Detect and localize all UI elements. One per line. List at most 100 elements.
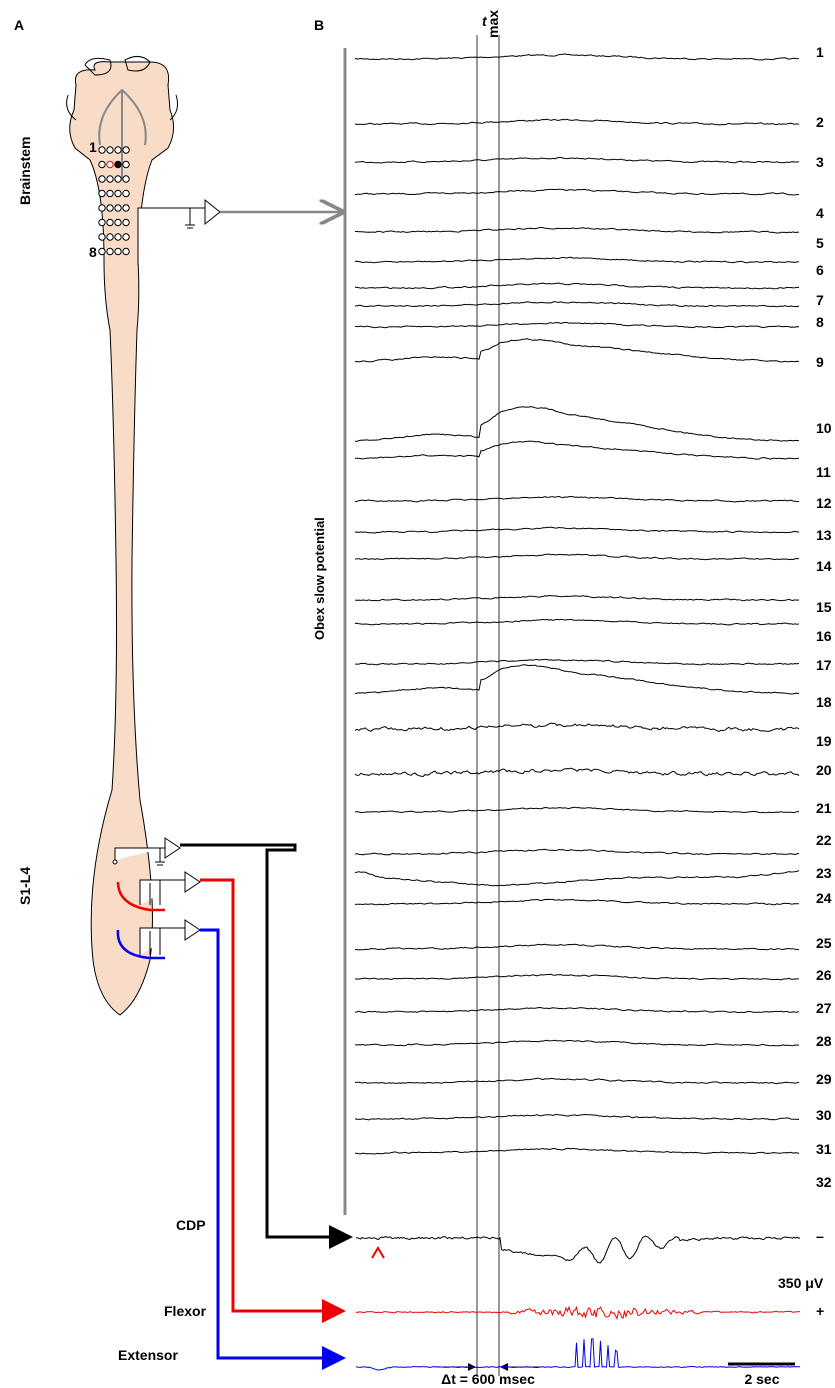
trace-label: 24 <box>816 890 832 906</box>
electrode <box>122 233 130 241</box>
electrode <box>114 175 122 183</box>
trace-label: 25 <box>816 935 832 951</box>
trace <box>355 1338 800 1371</box>
electrode <box>106 204 114 212</box>
trace-label: 30 <box>816 1107 832 1123</box>
trace-label: 28 <box>816 1033 832 1049</box>
electrode <box>106 160 114 169</box>
trace-label: 20 <box>816 762 832 778</box>
trace-label: 22 <box>816 832 832 848</box>
electrode <box>122 160 130 169</box>
electrode <box>106 247 114 256</box>
electrode-label: 8 <box>89 244 97 260</box>
polarity-label: + <box>816 1303 824 1319</box>
electrode <box>98 175 106 183</box>
electrode <box>114 233 122 241</box>
electrode <box>114 189 122 198</box>
trace-label: 9 <box>816 354 824 370</box>
trace <box>354 118 800 126</box>
trace-label: 31 <box>816 1141 832 1157</box>
trace <box>354 1113 800 1121</box>
electrode <box>106 146 114 154</box>
trace-label: 19 <box>816 733 832 749</box>
electrode <box>98 247 106 256</box>
trace <box>354 1039 799 1047</box>
trace-label: 10 <box>816 420 832 436</box>
electrode <box>106 175 114 183</box>
trace <box>354 156 799 164</box>
trace <box>355 658 800 666</box>
electrode <box>122 218 130 227</box>
trace-label: 7 <box>816 292 824 308</box>
axis-label: Obex slow potential <box>312 517 327 640</box>
trace <box>354 1077 800 1085</box>
trace-label: 3 <box>816 154 824 170</box>
brainstem-detail <box>98 88 147 180</box>
trace-label: 11 <box>816 464 831 480</box>
trace-label: 5 <box>816 235 824 251</box>
extensor-arrow <box>200 928 346 1370</box>
trace-label: 26 <box>816 967 832 983</box>
traces: 1234567891011121314151617181920212223242… <box>354 44 832 1371</box>
electrode <box>98 160 106 169</box>
trace-label: 13 <box>816 527 832 543</box>
trace <box>354 495 800 503</box>
trace <box>354 767 800 778</box>
trace <box>355 226 800 234</box>
trace <box>354 870 800 887</box>
trace <box>354 440 800 460</box>
trace-label: 18 <box>816 694 832 710</box>
trace-label: 15 <box>816 599 832 615</box>
channel-label: Flexor <box>164 1303 207 1319</box>
electrode <box>122 175 130 183</box>
panel-label: B <box>314 17 324 33</box>
trace-label: 16 <box>816 628 832 644</box>
cdp-arrow <box>180 843 353 1249</box>
electrode <box>114 160 122 169</box>
trace-label: 27 <box>816 1000 832 1016</box>
trace <box>354 664 800 695</box>
trace <box>354 526 800 534</box>
polarity-label: – <box>816 1228 824 1244</box>
electrode-label: 1 <box>89 139 97 155</box>
trace <box>354 300 800 308</box>
trace-label: 8 <box>816 314 824 330</box>
trace <box>354 806 800 814</box>
trace <box>355 1305 801 1321</box>
electrode <box>98 189 106 198</box>
trace <box>355 321 800 329</box>
electrode-wire <box>116 881 165 912</box>
electrode <box>114 146 122 154</box>
electrode <box>122 146 130 154</box>
brainstem-detail <box>66 56 178 121</box>
flexor-arrow <box>200 878 346 1323</box>
trace-label: 12 <box>816 495 832 511</box>
electrode <box>122 189 130 198</box>
trace-label: 17 <box>816 657 832 673</box>
trace-label: 21 <box>816 800 832 816</box>
channel-label: Extensor <box>118 1347 178 1363</box>
trace <box>354 898 799 906</box>
trace <box>354 1147 800 1155</box>
tmax-label: t <box>482 13 488 29</box>
electrode <box>106 233 114 241</box>
electrode <box>106 189 114 198</box>
trace-label: 6 <box>816 262 824 278</box>
trace <box>354 338 800 363</box>
trace-label: 29 <box>816 1071 832 1087</box>
electrode-wire <box>116 929 165 960</box>
electrode <box>98 233 106 241</box>
trace <box>354 188 800 196</box>
trace <box>354 53 800 61</box>
region-label: Brainstem <box>17 137 33 205</box>
trace <box>354 943 800 951</box>
trace <box>354 553 800 561</box>
trace <box>354 594 800 602</box>
trace-label: 32 <box>816 1174 832 1190</box>
trace <box>354 848 800 856</box>
trace <box>354 405 800 442</box>
electrode <box>106 218 114 227</box>
channel-label: CDP <box>176 1217 206 1233</box>
trace <box>354 973 800 981</box>
trace <box>354 618 800 626</box>
